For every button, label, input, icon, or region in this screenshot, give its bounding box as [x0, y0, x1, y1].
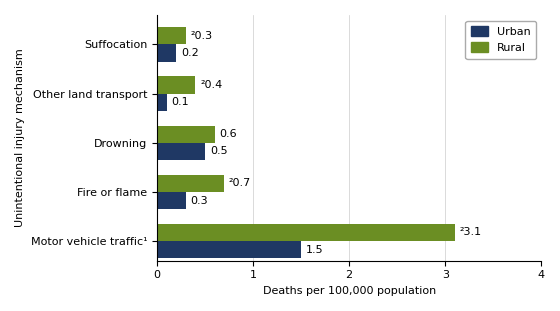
Bar — [157, 44, 176, 62]
Legend: Urban, Rural: Urban, Rural — [465, 21, 536, 59]
Bar — [157, 126, 214, 143]
Bar — [157, 27, 186, 44]
Text: 0.5: 0.5 — [210, 146, 227, 156]
Text: ²3.1: ²3.1 — [460, 227, 482, 238]
Text: ²0.3: ²0.3 — [190, 31, 213, 41]
Y-axis label: Unintentional injury mechanism: Unintentional injury mechanism — [15, 49, 25, 227]
Text: 0.3: 0.3 — [190, 196, 208, 206]
Bar — [157, 192, 186, 209]
Text: ²0.7: ²0.7 — [229, 178, 251, 188]
Text: 1.5: 1.5 — [306, 245, 324, 255]
Text: ²0.4: ²0.4 — [200, 80, 222, 90]
Bar — [157, 77, 195, 94]
X-axis label: Deaths per 100,000 population: Deaths per 100,000 population — [263, 286, 436, 296]
Text: 0.1: 0.1 — [171, 97, 189, 107]
Bar — [157, 224, 455, 241]
Bar — [157, 94, 166, 111]
Bar — [157, 175, 224, 192]
Bar — [157, 241, 301, 258]
Text: 0.2: 0.2 — [181, 48, 199, 58]
Text: 0.6: 0.6 — [220, 129, 237, 139]
Bar — [157, 143, 205, 160]
